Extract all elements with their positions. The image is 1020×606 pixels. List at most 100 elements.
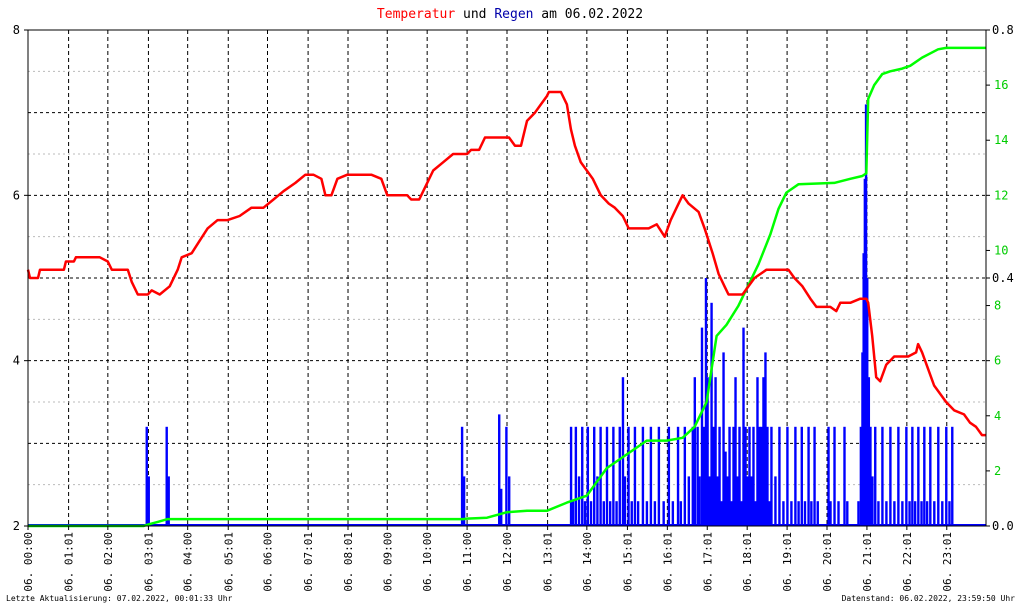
rain-rate-bar [885, 501, 888, 526]
rain-rate-bar [871, 476, 874, 526]
rain-total-tick-label: 14 [994, 133, 1008, 147]
rain-total-tick-label: 10 [994, 243, 1008, 257]
rain-rate-bar [586, 426, 590, 526]
axes: 2 4 6 8 2 4 6 8 10 12 14 16 0.0 0.4 0.8 06. 00:00 06. 01… [13, 23, 1014, 592]
rain-rate-bar [797, 501, 800, 526]
rain-rate-bar [698, 476, 701, 526]
x-axis-tick-label: 06. 00:00 [22, 532, 35, 592]
x-axis-tick-label: 06. 22:01 [901, 532, 914, 592]
rain-rate-bar [813, 426, 816, 526]
rain-rate-bar [608, 501, 612, 526]
rain-rate-bar [687, 476, 691, 526]
rain-rate-bar [683, 426, 687, 526]
rain-rate-bar [593, 426, 596, 526]
chart-marks [26, 46, 986, 528]
rain-rate-bar [837, 501, 840, 526]
rain-rate-bar [951, 426, 954, 526]
rain-rate-bar [911, 426, 914, 526]
rain-rate-bar [623, 476, 627, 526]
x-axis-tick-label: 06. 14:00 [581, 532, 594, 592]
rain-rate-bar [782, 501, 785, 526]
rain-rate-bar [881, 426, 884, 526]
rain-rate-bar [627, 426, 630, 526]
rain-rate-bar [874, 426, 877, 526]
rain-rate-bar [700, 327, 704, 526]
rain-rate-bar [630, 501, 633, 526]
x-axis-tick-label: 06. 17:01 [701, 532, 714, 592]
rain-rate-bar [728, 426, 731, 526]
rain-total-tick-label: 4 [994, 409, 1001, 423]
rain-rate-bar [846, 501, 849, 526]
left-axis-tick-label: 6 [13, 188, 20, 202]
rain-rate-bar [810, 501, 813, 526]
rain-rate-bar [829, 501, 832, 526]
x-axis-tick-label: 06. 08:01 [342, 532, 355, 592]
rain-rate-bar [774, 476, 777, 526]
rain-rate-bar [589, 501, 593, 526]
rain-rate-bar [800, 426, 803, 526]
data-status-label: Datenstand: 06.02.2022, 23:59:50 Uhr [841, 594, 1015, 603]
rain-rate-bar [770, 426, 773, 526]
rain-rate-bar [736, 476, 739, 526]
x-axis-tick-label: 06. 13:01 [542, 532, 555, 592]
rain-rate-bar [574, 426, 578, 526]
rain-rate-bar [498, 414, 501, 526]
rain-rate-bar [925, 501, 929, 526]
rain-rate-bar [937, 426, 940, 526]
rain-rate-bar [756, 377, 759, 526]
rain-rate-bar [917, 426, 920, 526]
rain-rate-bar [716, 476, 719, 526]
rain-rate-bar [945, 426, 948, 526]
rain-rate-bar [752, 426, 755, 526]
rain-rate-bar [807, 426, 810, 526]
rain-rate-bar [500, 488, 503, 526]
x-axis-tick-label: 06. 18:01 [741, 532, 754, 592]
rain-rate-bar [636, 501, 640, 526]
rain-rate-bar [569, 426, 573, 526]
rain-rate-bar [867, 377, 871, 526]
rain-rate-bar [738, 426, 741, 526]
title-temperature: Temperatur [377, 7, 455, 22]
rain-total-line [28, 46, 986, 528]
rain-rate-bar [920, 501, 923, 526]
rain-rate-tick-label: 0.0 [992, 519, 1014, 533]
left-axis-tick-label: 4 [13, 354, 20, 368]
rain-rate-bar [913, 501, 917, 526]
x-axis-tick-label: 06. 09:00 [381, 532, 394, 592]
rain-rate-tick-label: 0.8 [992, 23, 1014, 37]
x-axis-tick-label: 06. 01:01 [63, 532, 76, 592]
rain-rate-bar [889, 426, 892, 526]
rain-rate-bar [901, 501, 904, 526]
rain-rate-bar [726, 476, 729, 526]
rain-rate-bar [722, 352, 725, 526]
rain-total-tick-label: 2 [994, 464, 1001, 478]
rain-rate-bar [803, 501, 807, 526]
rain-rate-bar [923, 426, 926, 526]
x-axis-tick-label: 06. 16:01 [661, 532, 674, 592]
rain-rate-bar [748, 426, 751, 526]
rain-rate-bar [941, 501, 944, 526]
rain-total-tick-label: 6 [994, 354, 1001, 368]
rain-rate-bar [762, 377, 765, 526]
title-and: und [455, 7, 494, 22]
x-axis-tick-label: 06. 21:01 [861, 532, 874, 592]
left-axis-tick-label: 2 [13, 519, 20, 533]
rain-rate-bar [758, 426, 761, 526]
rain-rate-bar [645, 501, 649, 526]
rain-rate-bar [929, 426, 932, 526]
chart-title: Temperatur und Regen am 06.02.2022 [377, 7, 643, 22]
rain-rate-bar [724, 451, 727, 526]
x-axis-tick-label: 06. 19:01 [781, 532, 794, 592]
x-axis-tick-label: 06. 23:01 [941, 532, 954, 592]
temperature-line [26, 90, 986, 437]
rain-rate-bar [708, 476, 711, 526]
x-axis-tick-label: 06. 11:00 [461, 532, 474, 592]
rain-rate-bar [621, 377, 625, 526]
rain-rate-bar [577, 476, 581, 526]
rain-rate-bar [778, 426, 781, 526]
rain-rate-bar [460, 426, 464, 526]
rain-rate-bar [732, 426, 735, 526]
rain-rate-bar [744, 426, 747, 526]
x-axis-tick-label: 06. 15:01 [621, 532, 634, 592]
